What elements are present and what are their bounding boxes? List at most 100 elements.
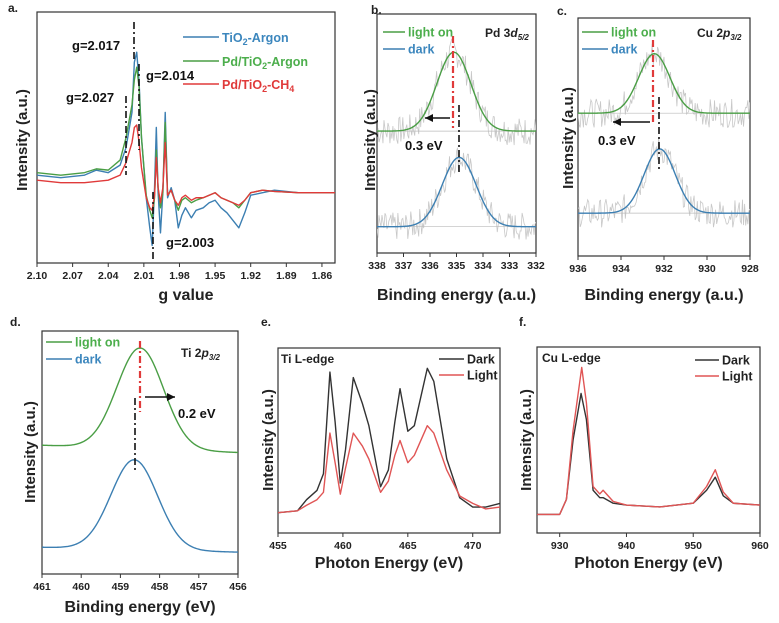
x-axis-label: g value	[158, 287, 213, 304]
panel-f: f. 930 940 950 960 Photon Energy (eV) Intensit…	[518, 315, 769, 572]
x-tick-label: 457	[190, 581, 208, 593]
y-axis-label: Intensity (a.u.)	[560, 87, 577, 189]
series-line-dark	[377, 156, 536, 228]
legend-subscript: 2	[243, 37, 248, 47]
x-tick-label: 336	[421, 260, 439, 272]
legend-light-on: light on	[408, 26, 453, 40]
legend-text: -Argon	[267, 55, 308, 69]
legend-dark: Dark	[722, 354, 750, 368]
legend-item: Pd/TiO2-CH4	[222, 78, 294, 94]
panel-label: b.	[371, 3, 382, 17]
legend-dark: dark	[611, 43, 637, 57]
x-tick-label: 461	[33, 581, 51, 593]
plot-area	[42, 347, 238, 553]
plot-frame	[36, 11, 336, 264]
raw-data-trace	[578, 137, 750, 228]
legend-light-on: light on	[611, 26, 656, 40]
legend-dark: Dark	[467, 353, 495, 367]
x-tick-label: 338	[368, 260, 386, 272]
x-tick-label: 960	[751, 540, 769, 552]
legend-text: -Argon	[248, 31, 289, 45]
x-tick-label: 930	[698, 263, 716, 275]
plot-frame	[277, 347, 501, 534]
title-subscript: 3/2	[209, 353, 221, 362]
x-tick-label: 460	[72, 581, 90, 593]
legend-text: Pd/TiO	[222, 78, 262, 92]
plot-area	[578, 43, 750, 228]
title-main: Pd 3	[485, 26, 511, 40]
x-tick-label: 337	[395, 260, 413, 272]
x-tick-label: 936	[569, 263, 587, 275]
annotation-g-2027: g=2.027	[66, 90, 114, 105]
series-line-dark	[278, 367, 500, 514]
x-tick-label: 465	[399, 540, 417, 552]
panel-title: Pd 3d5/2	[485, 26, 529, 42]
x-tick-label: 332	[527, 260, 545, 272]
y-axis-label: Intensity (a.u.)	[14, 89, 31, 191]
legend-text: -CH	[267, 78, 289, 92]
legend-dark: dark	[75, 353, 101, 367]
legend-item: Pd/TiO2-Argon	[222, 55, 308, 71]
title-main: Cu 2	[697, 26, 723, 40]
series-line-dark	[42, 459, 238, 553]
series-line-light-on	[42, 347, 238, 454]
title-subscript: 5/2	[518, 33, 530, 42]
shift-arrow-head	[167, 393, 175, 401]
panel-title: Cu 2p3/2	[697, 26, 742, 42]
panel-d: d. 461 460 459 458 457 456 Binding energy (eV) I…	[10, 315, 247, 616]
x-axis-label: Binding energy (a.u.)	[584, 287, 743, 304]
x-tick-label: 1.98	[169, 270, 190, 282]
legend-subscript: 4	[289, 84, 294, 94]
panel-label: a.	[8, 1, 18, 15]
panel-label: d.	[10, 315, 21, 329]
panel-label: e.	[261, 315, 271, 329]
y-axis-label: Intensity (a.u.)	[22, 401, 39, 503]
x-tick-label: 456	[229, 581, 247, 593]
title-orbital: d	[510, 26, 518, 40]
plot-area	[537, 366, 760, 516]
raw-data-trace	[377, 38, 536, 146]
shift-value-label: 0.3 eV	[598, 133, 636, 148]
plot-area	[37, 51, 335, 247]
x-tick-label: 934	[612, 263, 630, 275]
shift-value-label: 0.3 eV	[405, 138, 443, 153]
panel-label: c.	[557, 4, 567, 18]
annotation-g-2003: g=2.003	[166, 235, 214, 250]
series-line-dark	[537, 392, 760, 516]
plot-area	[278, 367, 500, 514]
panel-title: Ti L-edge	[281, 352, 334, 366]
legend-text: Pd/TiO	[222, 55, 262, 69]
legend-light-on: light on	[75, 336, 120, 350]
series-line-pd-tio2-ch4	[37, 124, 335, 211]
panel-label: f.	[519, 315, 526, 329]
panel-c: c. 936 934 932 930 928 Binding energy (a.u.) In…	[557, 4, 759, 304]
x-tick-label: 458	[151, 581, 169, 593]
x-tick-label: 459	[112, 581, 130, 593]
x-tick-label: 950	[684, 540, 702, 552]
legend-subscript: 2	[262, 84, 267, 94]
series-line-dark	[578, 148, 750, 214]
x-tick-label: 2.07	[62, 270, 83, 282]
panel-a: a. 2.10 2.07 2.04 2.01 1.98 1.95 1.92 1.89 1.86 g …	[8, 1, 336, 304]
title-main: Ti 2	[181, 346, 202, 360]
x-tick-label: 932	[655, 263, 673, 275]
x-tick-label: 930	[551, 540, 569, 552]
x-tick-label: 2.04	[98, 270, 119, 282]
series-line-light	[537, 366, 760, 516]
legend-dark: dark	[408, 43, 434, 57]
legend-subscript: 2	[262, 61, 267, 71]
x-axis-label: Photon Energy (eV)	[574, 555, 722, 572]
annotation-g-2017: g=2.017	[72, 38, 120, 53]
x-tick-label: 1.89	[276, 270, 297, 282]
x-tick-label: 1.95	[205, 270, 226, 282]
shift-arrow-head	[425, 114, 433, 122]
x-tick-label: 928	[741, 263, 759, 275]
x-tick-label: 334	[474, 260, 492, 272]
x-tick-label: 2.01	[134, 270, 155, 282]
title-subscript: 3/2	[730, 33, 742, 42]
x-axis-label: Binding energy (eV)	[64, 599, 215, 616]
y-axis-label: Intensity (a.u.)	[518, 389, 535, 491]
x-axis-label: Photon Energy (eV)	[315, 555, 463, 572]
